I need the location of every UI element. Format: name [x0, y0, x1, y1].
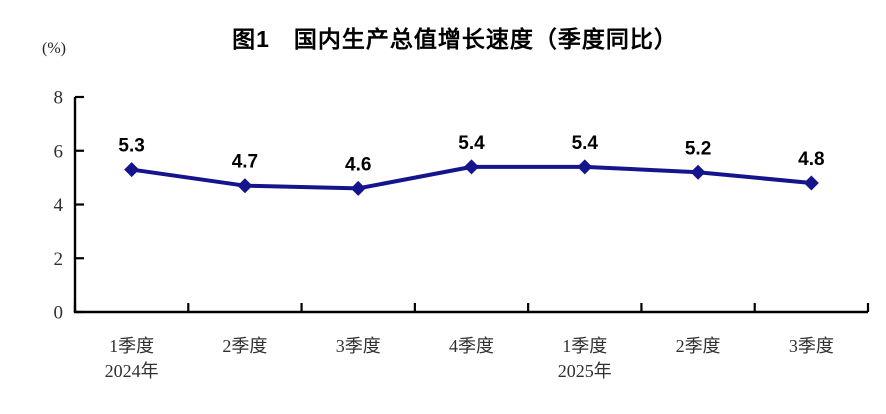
- y-tick-label: 4: [54, 195, 64, 216]
- data-point-label: 5.4: [458, 133, 485, 154]
- chart-title: 图1 国内生产总值增长速度（季度同比）: [232, 26, 678, 52]
- data-point-marker: [124, 162, 140, 178]
- data-point-label: 4.6: [345, 154, 371, 175]
- x-tick-label: 4季度: [449, 336, 494, 356]
- data-point-marker: [803, 175, 819, 191]
- x-tick-label: 1季度: [109, 336, 154, 356]
- x-tick-label: 2季度: [676, 336, 721, 356]
- x-tick-label: 1季度: [562, 336, 607, 356]
- x-year-label: 2025年: [558, 361, 612, 381]
- x-year-label: 2024年: [105, 361, 159, 381]
- data-point-marker: [690, 164, 706, 180]
- data-point-label: 5.4: [572, 133, 599, 154]
- y-axis-unit-label: (%): [42, 40, 66, 57]
- data-point-label: 5.3: [118, 136, 144, 157]
- data-point-marker: [577, 159, 593, 175]
- data-point-label: 5.2: [685, 138, 711, 159]
- data-point-marker: [237, 178, 253, 194]
- y-tick-label: 0: [54, 303, 64, 324]
- x-tick-label: 3季度: [336, 336, 381, 356]
- data-point-label: 4.8: [798, 149, 824, 170]
- data-point-marker: [464, 159, 479, 175]
- y-tick-label: 8: [54, 88, 64, 109]
- data-point-label: 4.7: [232, 152, 258, 173]
- y-tick-label: 2: [54, 249, 64, 270]
- x-tick-label: 3季度: [789, 336, 834, 356]
- x-tick-label: 2季度: [222, 336, 267, 356]
- data-point-marker: [350, 180, 366, 196]
- y-tick-label: 6: [54, 141, 64, 162]
